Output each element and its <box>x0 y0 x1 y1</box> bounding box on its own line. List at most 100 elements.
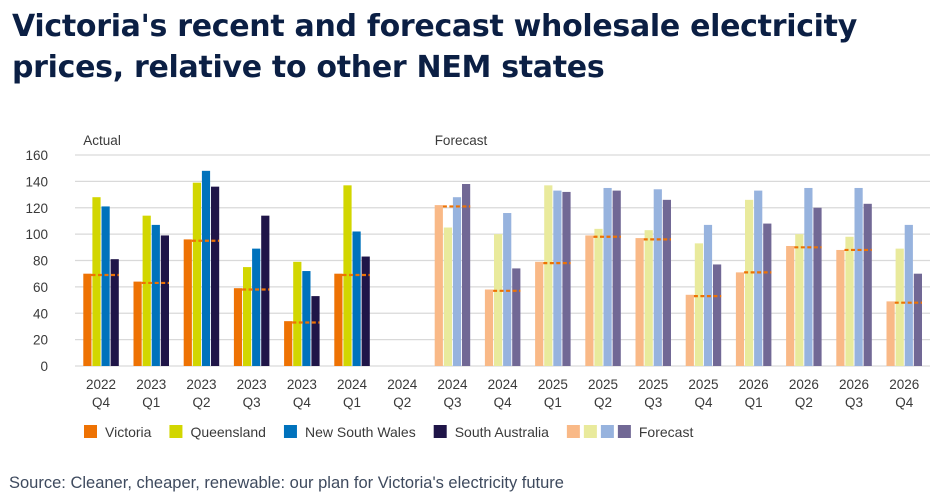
reference-lines <box>91 205 922 324</box>
bar-new-south-wales <box>854 187 863 366</box>
bar-new-south-wales <box>252 248 261 366</box>
bar-new-south-wales <box>452 197 462 366</box>
legend-swatch <box>566 425 580 438</box>
x-tick-label-year: 2024 <box>488 377 519 392</box>
legend-swatch <box>433 425 447 438</box>
x-tick-label-quarter: Q4 <box>694 395 713 410</box>
bar-south-australia <box>662 199 671 366</box>
legend-label: Queensland <box>190 424 266 440</box>
bar-victoria <box>535 261 544 366</box>
x-tick-label-quarter: Q2 <box>192 395 210 410</box>
legend-swatch <box>283 425 297 438</box>
bar-south-australia <box>160 235 169 366</box>
x-tick-label-year: 2026 <box>839 377 869 392</box>
x-tick-label-quarter: Q4 <box>494 395 513 410</box>
x-tick-label-year: 2026 <box>739 377 769 392</box>
legend-swatch <box>583 425 597 438</box>
x-tick-label-quarter: Q1 <box>745 395 763 410</box>
x-tick-label-year: 2025 <box>588 377 618 392</box>
bar-victoria <box>284 321 293 366</box>
x-tick-label-quarter: Q3 <box>845 395 863 410</box>
bar-victoria <box>735 272 745 366</box>
x-tick-label-quarter: Q3 <box>644 395 662 410</box>
x-tick-label-year: 2023 <box>287 377 317 392</box>
bar-queensland <box>443 227 452 366</box>
x-tick-label-year: 2026 <box>789 377 819 392</box>
x-tick-label-year: 2022 <box>86 377 116 392</box>
bar-new-south-wales <box>804 187 813 366</box>
bar-new-south-wales <box>553 190 562 366</box>
legend-label: New South Wales <box>305 424 416 440</box>
bar-victoria <box>685 294 694 366</box>
x-tick-label-year: 2024 <box>387 377 418 392</box>
bar-south-australia <box>211 186 220 366</box>
y-tick-label: 120 <box>25 201 48 216</box>
bar-victoria <box>334 273 343 366</box>
bar-south-australia <box>562 191 571 366</box>
bar-queensland <box>142 215 151 366</box>
legend-label: Forecast <box>639 424 694 440</box>
bar-victoria <box>585 235 594 366</box>
bar-new-south-wales <box>603 187 612 366</box>
bar-south-australia <box>813 207 822 366</box>
y-axis: 0 20 40 60 80 100 120 140 160 <box>25 148 48 374</box>
x-tick-label-quarter: Q2 <box>594 395 612 410</box>
x-tick-label-quarter: Q4 <box>92 395 111 410</box>
x-tick-label-quarter: Q2 <box>795 395 813 410</box>
x-tick-label-year: 2024 <box>437 377 468 392</box>
bar-queensland <box>745 199 754 366</box>
bar-south-australia <box>713 264 722 366</box>
bar-queensland <box>895 248 904 366</box>
y-tick-label: 20 <box>33 333 48 348</box>
bar-queensland <box>795 234 804 366</box>
y-tick-label: 60 <box>33 280 48 295</box>
legend-label: Victoria <box>105 424 152 440</box>
x-tick-label-year: 2023 <box>136 377 166 392</box>
bar-south-australia <box>462 184 471 366</box>
y-tick-label: 40 <box>33 306 48 321</box>
bar-victoria <box>183 239 192 366</box>
x-tick-label-quarter: Q1 <box>343 395 361 410</box>
legend-label: South Australia <box>455 424 549 440</box>
bar-chart: 0 20 40 60 80 100 120 140 160 Actual Forecast 202… <box>25 133 930 440</box>
bar-queensland <box>694 243 703 366</box>
bar-victoria <box>886 301 895 366</box>
section-label: Actual <box>83 133 121 148</box>
bar-victoria <box>434 205 443 366</box>
x-tick-label-year: 2026 <box>889 377 919 392</box>
bar-new-south-wales <box>754 190 763 366</box>
bar-new-south-wales <box>151 224 160 366</box>
section-label: Forecast <box>435 133 488 148</box>
bar-south-australia <box>261 215 270 366</box>
bar-new-south-wales <box>503 213 512 366</box>
y-tick-label: 80 <box>33 254 48 269</box>
x-tick-label-quarter: Q2 <box>393 395 411 410</box>
bar-new-south-wales <box>653 189 662 366</box>
bar-queensland <box>243 267 252 366</box>
bar-victoria <box>233 288 243 366</box>
bar-queensland <box>192 182 201 366</box>
bar-new-south-wales <box>904 224 913 366</box>
bar-victoria <box>83 273 92 366</box>
legend-swatch <box>84 425 97 438</box>
section-labels: Actual Forecast <box>83 133 487 148</box>
legend-swatch <box>617 425 631 438</box>
bar-south-australia <box>612 190 621 366</box>
bar-queensland <box>293 261 302 366</box>
bar-new-south-wales <box>201 170 211 366</box>
x-tick-label-year: 2024 <box>337 377 368 392</box>
bar-queensland <box>644 230 653 366</box>
bar-queensland <box>343 185 352 366</box>
bar-queensland <box>845 236 854 366</box>
legend-swatch <box>169 425 183 438</box>
bar-victoria <box>786 245 795 366</box>
bar-south-australia <box>863 203 872 366</box>
x-tick-label-quarter: Q3 <box>443 395 461 410</box>
bar-south-australia <box>361 256 370 366</box>
x-tick-label-year: 2025 <box>688 377 718 392</box>
legend-swatch <box>600 425 614 438</box>
bar-queensland <box>92 197 101 366</box>
bar-victoria <box>484 289 494 366</box>
bar-queensland <box>544 185 553 366</box>
bar-new-south-wales <box>101 206 110 366</box>
